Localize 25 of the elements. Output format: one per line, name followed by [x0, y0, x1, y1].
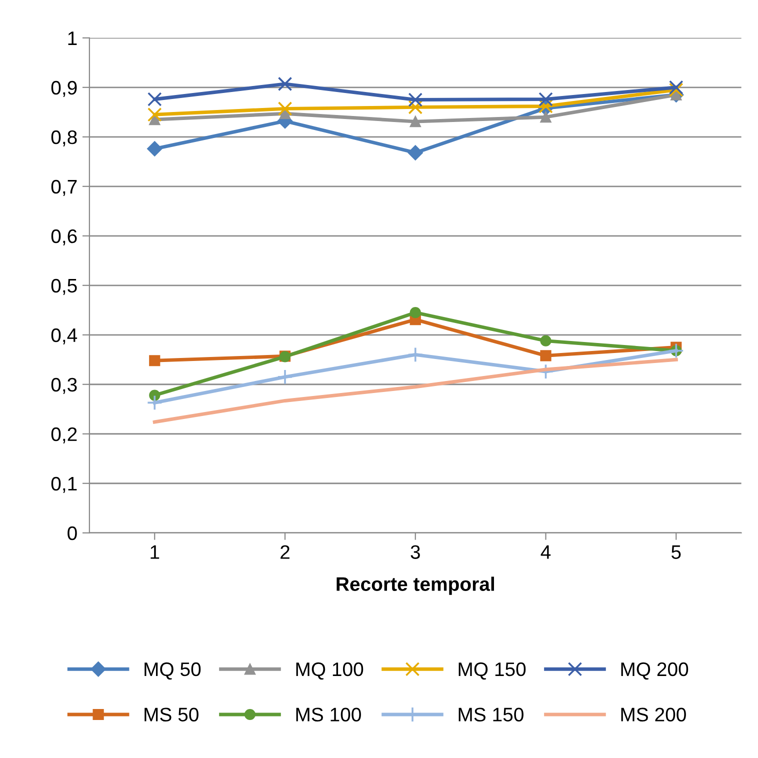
y-tick-label: 0	[68, 526, 77, 540]
x-tick-label: 5	[672, 545, 681, 559]
x-tick-label: 3	[410, 545, 420, 559]
legend-label: MS 100	[296, 708, 361, 722]
y-tick-label: 0,9	[51, 80, 77, 97]
legend-label: MQ 150	[458, 662, 526, 680]
legend-label: MQ 50	[144, 662, 201, 680]
legend-label: MS 150	[458, 708, 524, 722]
x-tick-label: 1	[150, 545, 160, 559]
y-tick-label: 0,3	[51, 378, 77, 394]
y-tick-label: 0,8	[51, 130, 77, 146]
y-tick-label: 0,4	[51, 328, 78, 344]
legend-label: MQ 100	[296, 662, 364, 680]
legend-label: MQ 200	[621, 662, 688, 680]
y-tick-label: 0,2	[51, 427, 77, 444]
x-axis-title: Recorte temporal	[336, 576, 494, 595]
y-tick-label: 0,6	[51, 229, 77, 246]
legend-label: MS 50	[144, 708, 198, 722]
y-tick-label: 0,7	[51, 180, 77, 196]
y-tick-label: 1	[68, 32, 77, 45]
y-tick-label: 0,5	[51, 278, 77, 295]
x-tick-label: 4	[540, 545, 551, 559]
y-tick-label: 0,1	[51, 476, 77, 493]
x-tick-label: 2	[280, 545, 290, 559]
legend-label: MS 200	[621, 708, 686, 722]
